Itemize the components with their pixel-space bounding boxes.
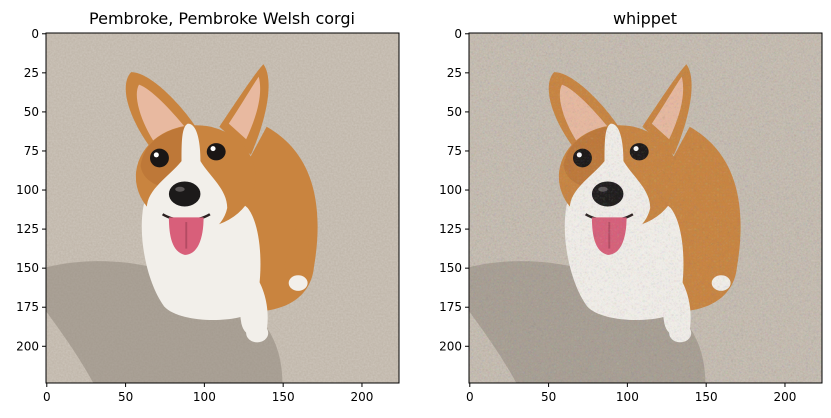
y-tick-label-left: 75 bbox=[24, 144, 39, 158]
y-tick-label-left: 150 bbox=[16, 261, 39, 275]
y-tick-label-right: 50 bbox=[447, 105, 462, 119]
y-tick-label-right: 100 bbox=[439, 183, 462, 197]
x-tick-label-right: 150 bbox=[695, 390, 718, 404]
axes-frame-right bbox=[468, 32, 823, 384]
panel-left-title: Pembroke, Pembroke Welsh corgi bbox=[89, 9, 355, 28]
x-tick-label-left: 50 bbox=[118, 390, 133, 404]
y-tick-label-left: 25 bbox=[24, 66, 39, 80]
image-adversarial bbox=[469, 33, 822, 383]
y-tick-label-right: 0 bbox=[454, 27, 462, 41]
y-tick-label-left: 50 bbox=[24, 105, 39, 119]
y-tick-label-left: 100 bbox=[16, 183, 39, 197]
x-tick-label-left: 150 bbox=[272, 390, 295, 404]
x-tick-label-right: 50 bbox=[541, 390, 556, 404]
y-tick-label-left: 200 bbox=[16, 339, 39, 353]
panel-left: Pembroke, Pembroke Welsh corgi 0 50 100 150… bbox=[16, 9, 400, 404]
y-tick-label-left: 175 bbox=[16, 300, 39, 314]
x-tick-label-left: 200 bbox=[351, 390, 374, 404]
y-tick-label-right: 25 bbox=[447, 66, 462, 80]
y-tick-label-right: 175 bbox=[439, 300, 462, 314]
y-tick-label-left: 0 bbox=[31, 27, 39, 41]
y-tick-label-right: 125 bbox=[439, 222, 462, 236]
y-tick-label-right: 150 bbox=[439, 261, 462, 275]
y-tick-label-left: 125 bbox=[16, 222, 39, 236]
x-tick-label-right: 200 bbox=[774, 390, 797, 404]
y-tick-label-right: 75 bbox=[447, 144, 462, 158]
panel-right: whippet 0 50 100 150 200 0 25 50 75 100 125 150 175 2… bbox=[439, 9, 823, 404]
x-tick-label-left: 100 bbox=[193, 390, 216, 404]
panel-right-title: whippet bbox=[613, 9, 677, 28]
x-tick-label-right: 100 bbox=[616, 390, 639, 404]
x-tick-label-left: 0 bbox=[43, 390, 51, 404]
axes-frame-left bbox=[45, 32, 400, 384]
y-tick-label-right: 200 bbox=[439, 339, 462, 353]
x-tick-label-right: 0 bbox=[466, 390, 474, 404]
image-original bbox=[46, 33, 399, 383]
